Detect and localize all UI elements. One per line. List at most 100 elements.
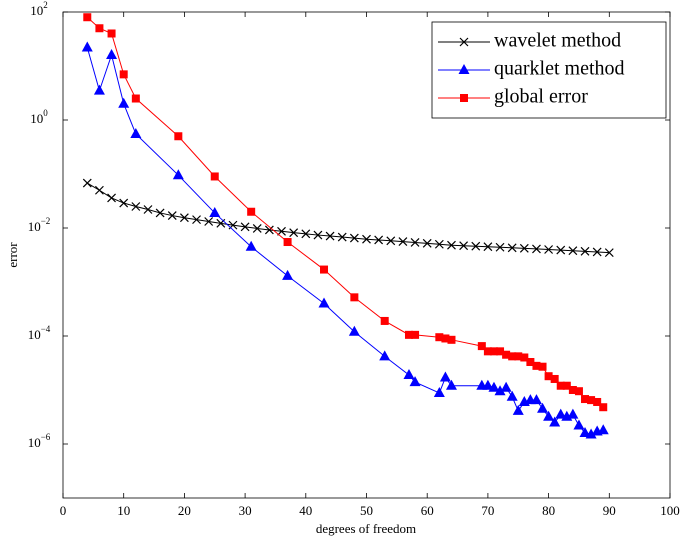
marker [320, 265, 329, 274]
marker [574, 387, 583, 396]
marker [544, 245, 554, 254]
marker [477, 342, 486, 351]
marker [93, 84, 105, 95]
marker [496, 347, 505, 356]
marker [483, 347, 492, 356]
marker [386, 236, 396, 246]
x-tick-label: 80 [542, 503, 555, 518]
y-axis-label: error [5, 242, 20, 268]
marker [482, 379, 494, 390]
x-tick-label: 40 [299, 503, 312, 518]
marker [174, 132, 183, 141]
marker [107, 29, 116, 38]
marker [192, 215, 201, 225]
series-line [87, 182, 610, 254]
marker [556, 381, 565, 390]
marker [210, 172, 219, 181]
marker [313, 230, 323, 240]
marker [592, 247, 602, 257]
marker [483, 242, 493, 252]
marker [264, 225, 274, 235]
x-tick-label: 90 [603, 503, 616, 518]
marker [82, 178, 92, 188]
y-tick-label: 10−2 [28, 216, 51, 234]
marker [283, 238, 292, 247]
legend-label: global error [494, 86, 588, 108]
marker [573, 419, 585, 430]
marker [143, 205, 153, 214]
legend: wavelet method quarklet method global erro… [431, 21, 667, 119]
marker [537, 402, 549, 413]
marker [544, 372, 553, 381]
x-tick-label: 0 [60, 503, 67, 518]
marker [130, 128, 142, 139]
marker [81, 41, 93, 52]
marker [209, 206, 221, 217]
marker [519, 243, 529, 253]
marker [520, 353, 529, 362]
marker [337, 232, 347, 242]
marker [489, 347, 498, 356]
marker [131, 202, 141, 211]
marker [538, 362, 547, 371]
marker [403, 368, 415, 379]
marker [155, 208, 165, 218]
marker [530, 394, 542, 405]
marker [106, 48, 118, 59]
marker [318, 297, 330, 308]
marker [348, 325, 360, 336]
marker [585, 428, 597, 439]
marker [508, 352, 517, 361]
marker [597, 424, 609, 435]
legend-label: quarklet method [494, 58, 625, 80]
marker [119, 70, 128, 79]
marker [380, 316, 389, 325]
marker [507, 243, 517, 253]
marker [362, 234, 371, 244]
marker [526, 358, 535, 367]
legend-label: wavelet method [494, 30, 621, 52]
marker [459, 241, 469, 251]
marker [495, 242, 505, 252]
marker [350, 293, 359, 302]
marker [459, 37, 469, 47]
marker [435, 333, 444, 342]
marker [512, 404, 524, 415]
marker [131, 94, 140, 103]
marker [379, 350, 391, 361]
x-tick-label: 50 [360, 503, 373, 518]
marker [167, 211, 177, 220]
marker [500, 381, 512, 392]
y-tick-label: 10−6 [28, 432, 51, 450]
marker [579, 426, 591, 437]
marker [604, 248, 614, 258]
x-tick-label: 60 [421, 503, 434, 518]
marker [83, 13, 92, 22]
marker [204, 217, 214, 226]
marker [460, 94, 468, 102]
marker [549, 416, 561, 427]
marker [593, 397, 602, 406]
marker [411, 330, 420, 339]
marker [301, 229, 311, 239]
marker [567, 408, 579, 419]
marker [410, 238, 420, 247]
marker [433, 386, 445, 397]
x-tick-label: 20 [178, 503, 191, 518]
marker [289, 228, 299, 238]
marker [374, 235, 384, 245]
marker [325, 231, 335, 241]
marker [506, 390, 518, 401]
marker [494, 385, 506, 396]
x-tick-label: 30 [239, 503, 252, 518]
marker [562, 381, 571, 390]
marker [441, 334, 450, 343]
marker [458, 64, 470, 74]
marker [447, 335, 456, 344]
marker [245, 240, 257, 251]
x-tick-label: 70 [481, 503, 494, 518]
marker [172, 169, 184, 180]
y-tick-label: 10−4 [28, 324, 51, 342]
marker [119, 198, 129, 208]
x-tick-label: 10 [117, 503, 130, 518]
